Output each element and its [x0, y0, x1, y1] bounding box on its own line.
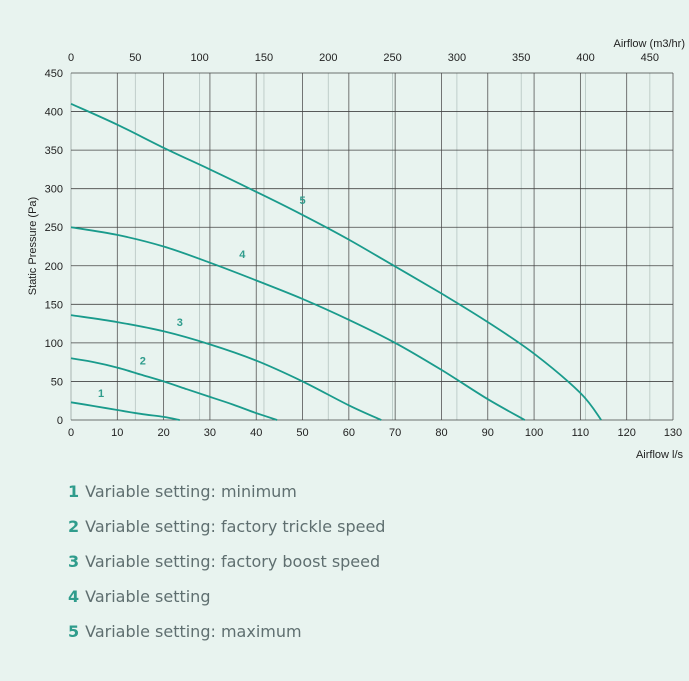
legend-item: 4 Variable setting	[68, 583, 385, 618]
top-axis-tick-label: 350	[512, 52, 530, 64]
x-tick-label: 10	[111, 427, 123, 439]
y-tick-label: 0	[57, 415, 63, 427]
y-tick-label: 300	[45, 184, 63, 196]
top-axis-tick-label: 400	[576, 52, 594, 64]
top-axis-tick-label: 250	[383, 52, 401, 64]
y-axis-title: Static Pressure (Pa)	[27, 197, 39, 295]
curve-3	[70, 314, 382, 421]
legend-number: 3	[68, 552, 80, 571]
legend-text: Variable setting: minimum	[85, 482, 297, 501]
curve-label-3: 3	[177, 317, 183, 329]
top-axis-tick-label: 450	[641, 52, 659, 64]
x-tick-label: 20	[157, 427, 169, 439]
top-axis-tick-label: 300	[448, 52, 466, 64]
x-tick-label: 100	[525, 427, 543, 439]
curve-label-2: 2	[140, 355, 146, 367]
top-axis-tick-label: 150	[255, 52, 273, 64]
legend-item: 1 Variable setting: minimum	[68, 478, 385, 513]
y-tick-label: 450	[45, 68, 63, 80]
fan-performance-chart: 0 10 20 30 40 50 60 70 80 90 100 110 120 130050100150…	[27, 38, 685, 461]
top-axis-tick-label: 0	[68, 52, 74, 64]
legend-text: Variable setting	[85, 587, 211, 606]
x-tick-label: 40	[250, 427, 262, 439]
legend: 1 Variable setting: minimum 2 Variable set…	[68, 478, 385, 653]
legend-number: 5	[68, 622, 80, 641]
horizontal-gridlines	[71, 72, 673, 421]
legend-item: 2 Variable setting: factory trickle speed	[68, 513, 385, 548]
curve-label-1: 1	[98, 388, 104, 400]
curve-number-labels: 1 2 3 4 5	[98, 195, 306, 400]
x-tick-label: 120	[618, 427, 636, 439]
x-tick-label: 0	[68, 427, 74, 439]
y-tick-label: 400	[45, 107, 63, 119]
x-tick-label: 60	[343, 427, 355, 439]
top-axis-tick-label: 50	[129, 52, 141, 64]
y-tick-label: 100	[45, 338, 63, 350]
legend-item: 5 Variable setting: maximum	[68, 618, 385, 653]
legend-number: 4	[68, 587, 80, 606]
legend-text: Variable setting: factory trickle speed	[85, 517, 386, 536]
curve-4	[70, 226, 526, 421]
top-axis-tick-label: 200	[319, 52, 337, 64]
y-tick-label: 250	[45, 222, 63, 234]
y-tick-label: 150	[45, 299, 63, 311]
x-tick-label: 130	[664, 427, 682, 439]
tick-labels: 0 10 20 30 40 50 60 70 80 90 100 110 120 130050100150…	[45, 52, 683, 439]
x-tick-label: 70	[389, 427, 401, 439]
y-tick-label: 350	[45, 145, 63, 157]
x-tick-label: 50	[296, 427, 308, 439]
legend-item: 3 Variable setting: factory boost speed	[68, 548, 385, 583]
legend-text: Variable setting: maximum	[85, 622, 302, 641]
top-axis-title: Airflow (m3/hr)	[613, 38, 685, 50]
curve-5	[70, 102, 602, 421]
curve-label-5: 5	[299, 195, 305, 207]
curve-label-4: 4	[239, 249, 246, 261]
x-tick-label: 90	[482, 427, 494, 439]
legend-number: 1	[68, 482, 80, 501]
y-tick-label: 50	[51, 376, 63, 388]
legend-text: Variable setting: factory boost speed	[85, 552, 381, 571]
curve-1	[70, 401, 180, 421]
plot-background	[71, 73, 673, 420]
curve-2	[70, 357, 278, 421]
x-axis-title: Airflow l/s	[636, 449, 684, 461]
vertical-gridlines	[70, 73, 674, 420]
y-tick-label: 200	[45, 261, 63, 273]
performance-curves	[70, 102, 602, 421]
top-axis-tick-label: 100	[190, 52, 208, 64]
legend-number: 2	[68, 517, 80, 536]
x-tick-label: 110	[572, 427, 590, 439]
x-tick-label: 80	[435, 427, 447, 439]
x-tick-label: 30	[204, 427, 216, 439]
